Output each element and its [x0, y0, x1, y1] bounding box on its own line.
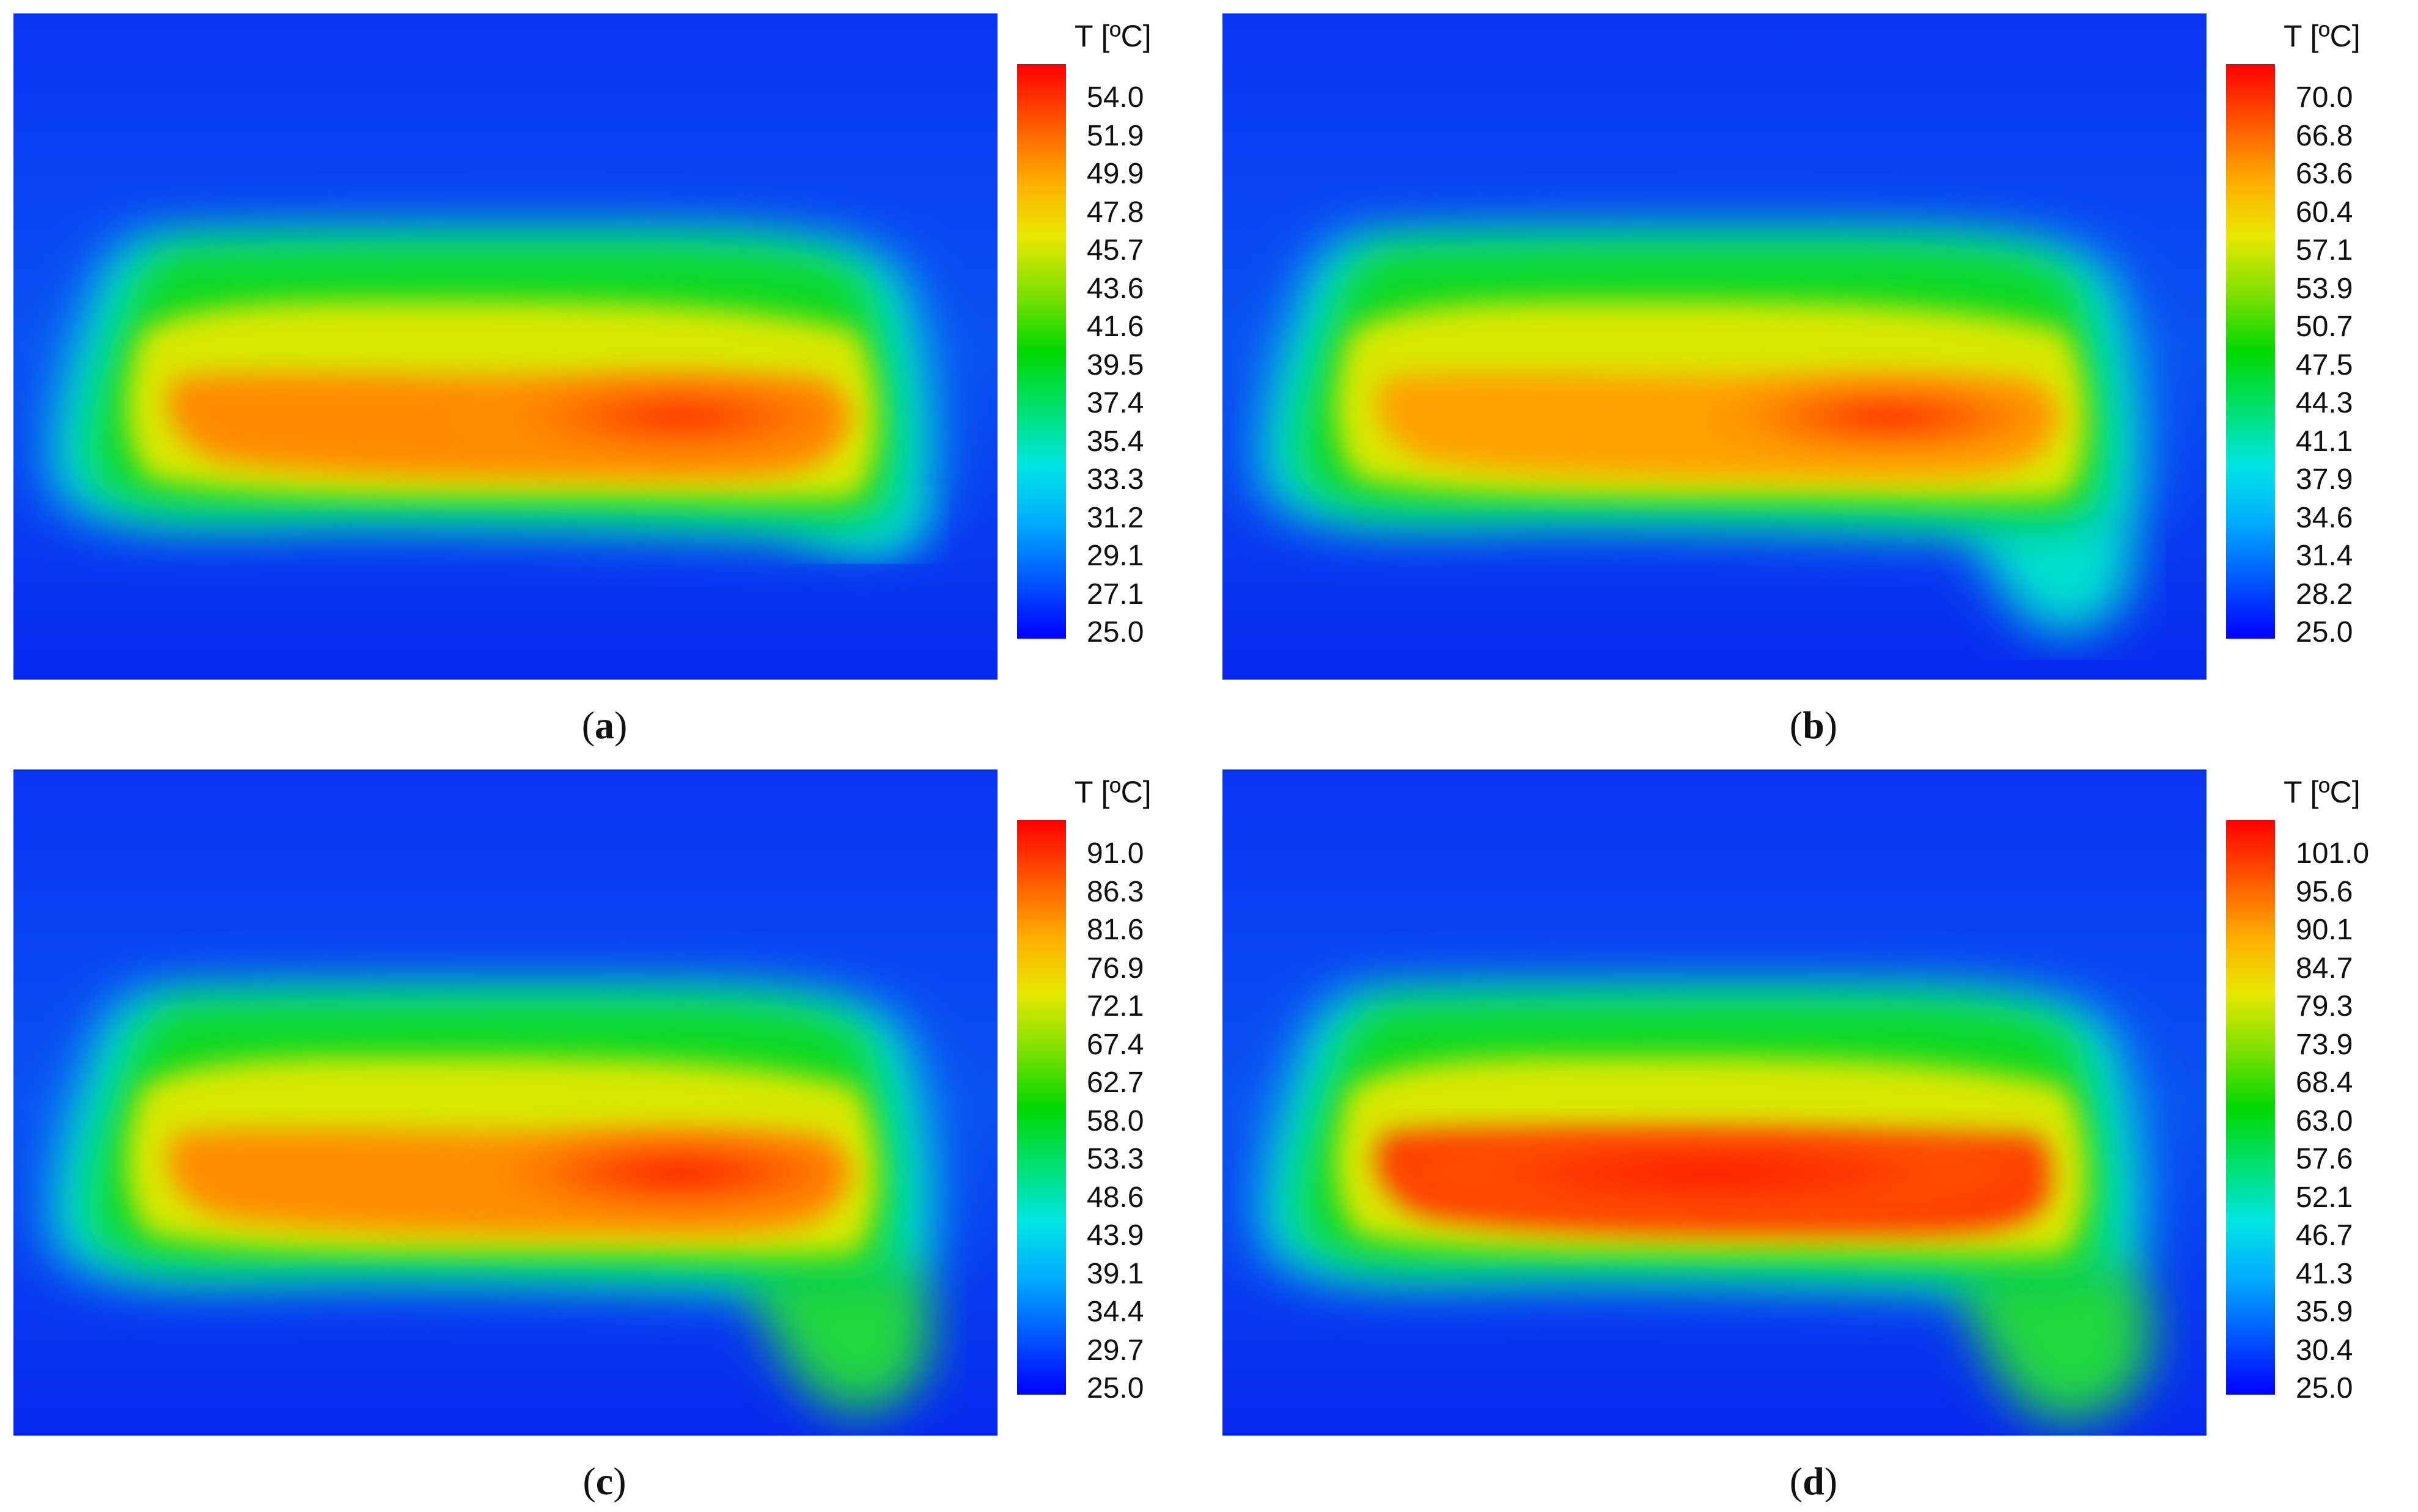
colorbar-gradient — [1017, 64, 1066, 639]
colorbar-tick-label: 76.9 — [1087, 952, 1144, 985]
panel-caption: (b) — [1789, 703, 1838, 747]
heatmap-peak — [1369, 1121, 2054, 1225]
heatmap-peak — [392, 1121, 857, 1225]
colorbar-tick-label: 35.9 — [2296, 1296, 2353, 1328]
colorbar-gradient — [1017, 820, 1066, 1395]
colorbar-tick-label: 62.7 — [1087, 1066, 1144, 1099]
colorbar-tick-label: 63.0 — [2296, 1104, 2353, 1137]
panel-label: a — [595, 703, 614, 747]
colorbar-tick-label: 39.5 — [1087, 348, 1144, 381]
colorbar-tick-label: 31.2 — [1087, 501, 1144, 534]
colorbar-gradient — [2226, 64, 2275, 639]
colorbar-tick-label: 86.3 — [1087, 875, 1144, 908]
panel-caption: (c) — [582, 1459, 627, 1503]
colorbar-tick-label: 91.0 — [1087, 837, 1144, 870]
colorbar-tick-label: 57.6 — [2296, 1143, 2353, 1175]
heatmap-peak — [1601, 365, 2066, 469]
colorbar-tick-label: 46.7 — [2296, 1219, 2353, 1252]
colorbar-a: T [ºC] 54.0 51.9 49.9 47.8 45.7 43.6 41.6 39.5 37… — [1007, 0, 1197, 703]
colorbar-tick-label: 37.4 — [1087, 387, 1144, 419]
heatmap-tail-region — [1968, 502, 2133, 634]
colorbar-tick-label: 25.0 — [1087, 616, 1144, 648]
colorbar-tick-label: 25.0 — [2296, 616, 2353, 648]
panel-label: d — [1802, 1459, 1825, 1503]
heatmap-d — [1222, 769, 2207, 1436]
colorbar-tick-label: 67.4 — [1087, 1028, 1144, 1061]
panel-caption: (a) — [581, 703, 628, 747]
colorbar-tick-label: 29.7 — [1087, 1334, 1144, 1367]
panel-c: T [ºC] 91.0 86.3 81.6 76.9 72.1 67.4 62.7 58.0 53… — [0, 756, 1209, 1512]
panel-a: T [ºC] 54.0 51.9 49.9 47.8 45.7 43.6 41.6 39.5 37… — [0, 0, 1209, 756]
colorbar-title: T [ºC] — [1075, 19, 1152, 53]
colorbar-tick-label: 43.6 — [1087, 272, 1144, 305]
colorbar-tick-label: 25.0 — [2296, 1372, 2353, 1404]
colorbar-tick-label: 49.9 — [1087, 158, 1144, 190]
heatmap-peak — [392, 365, 857, 469]
colorbar-gradient — [2226, 820, 2275, 1395]
colorbar-tick-label: 30.4 — [2296, 1334, 2353, 1367]
colorbar-tick-label: 41.6 — [1087, 310, 1144, 343]
colorbar-tick-label: 44.3 — [2296, 387, 2353, 419]
colorbar-tick-label: 45.7 — [1087, 234, 1144, 266]
colorbar-tick-label: 84.7 — [2296, 952, 2353, 985]
colorbar-tick-label: 81.6 — [1087, 914, 1144, 946]
colorbar-tick-label: 34.4 — [1087, 1296, 1144, 1328]
colorbar-tick-label: 47.8 — [1087, 196, 1144, 229]
colorbar-tick-label: 68.4 — [2296, 1066, 2353, 1099]
heatmap-c — [13, 769, 998, 1436]
colorbar-tick-label: 57.1 — [2296, 234, 2353, 266]
colorbar-tick-label: 51.9 — [1087, 119, 1144, 152]
colorbar-tick-label: 29.1 — [1087, 540, 1144, 572]
colorbar-tick-label: 63.6 — [2296, 158, 2353, 190]
heatmap-tail-region — [1956, 1258, 2152, 1421]
colorbar-tick-label: 60.4 — [2296, 196, 2353, 229]
colorbar-d: T [ºC] 101.0 95.6 90.1 84.7 79.3 73.9 68.4 63.0 5… — [2216, 756, 2406, 1459]
colorbar-tick-label: 27.1 — [1087, 578, 1144, 611]
colorbar-tick-label: 90.1 — [2296, 914, 2353, 946]
colorbar-b: T [ºC] 70.0 66.8 63.6 60.4 57.1 53.9 50.7 47.5 44… — [2216, 0, 2406, 703]
colorbar-tick-label: 52.1 — [2296, 1181, 2353, 1214]
colorbar-c: T [ºC] 91.0 86.3 81.6 76.9 72.1 67.4 62.7 58.0 53… — [1007, 756, 1197, 1459]
colorbar-tick-label: 58.0 — [1087, 1104, 1144, 1137]
colorbar-tick-label: 35.4 — [1087, 425, 1144, 458]
colorbar-tick-label: 41.1 — [2296, 425, 2353, 458]
panel-label: b — [1802, 703, 1825, 747]
colorbar-tick-label: 72.1 — [1087, 990, 1144, 1022]
panel-b: T [ºC] 70.0 66.8 63.6 60.4 57.1 53.9 50.7 47.5 44… — [1209, 0, 2418, 756]
heatmap-tail-region — [747, 1258, 930, 1412]
heatmap-a — [13, 13, 998, 680]
colorbar-tick-label: 79.3 — [2296, 990, 2353, 1022]
colorbar-tick-label: 54.0 — [1087, 81, 1144, 114]
heatmap-b — [1222, 13, 2207, 680]
colorbar-tick-label: 53.3 — [1087, 1143, 1144, 1175]
colorbar-tick-label: 33.3 — [1087, 463, 1144, 496]
colorbar-tick-label: 25.0 — [1087, 1372, 1144, 1404]
colorbar-tick-label: 28.2 — [2296, 578, 2353, 611]
colorbar-tick-label: 39.1 — [1087, 1257, 1144, 1290]
colorbar-tick-label: 66.8 — [2296, 119, 2353, 152]
colorbar-tick-label: 95.6 — [2296, 875, 2353, 908]
colorbar-tick-label: 50.7 — [2296, 310, 2353, 343]
panel-caption: (d) — [1789, 1459, 1838, 1503]
colorbar-tick-label: 53.9 — [2296, 272, 2353, 305]
colorbar-tick-label: 48.6 — [1087, 1181, 1144, 1214]
colorbar-title: T [ºC] — [2284, 775, 2361, 809]
colorbar-tick-label: 101.0 — [2296, 837, 2370, 870]
panel-d: T [ºC] 101.0 95.6 90.1 84.7 79.3 73.9 68.4 63.0 5… — [1209, 756, 2418, 1512]
colorbar-tick-label: 73.9 — [2296, 1028, 2353, 1061]
colorbar-tick-label: 34.6 — [2296, 501, 2353, 534]
colorbar-tick-label: 70.0 — [2296, 81, 2353, 114]
colorbar-title: T [ºC] — [1075, 775, 1152, 809]
colorbar-tick-label: 47.5 — [2296, 348, 2353, 381]
colorbar-tick-label: 37.9 — [2296, 463, 2353, 496]
panel-label: c — [595, 1459, 614, 1503]
colorbar-tick-label: 31.4 — [2296, 540, 2353, 572]
colorbar-tick-label: 43.9 — [1087, 1219, 1144, 1252]
colorbar-title: T [ºC] — [2284, 19, 2361, 53]
colorbar-tick-label: 41.3 — [2296, 1257, 2353, 1290]
